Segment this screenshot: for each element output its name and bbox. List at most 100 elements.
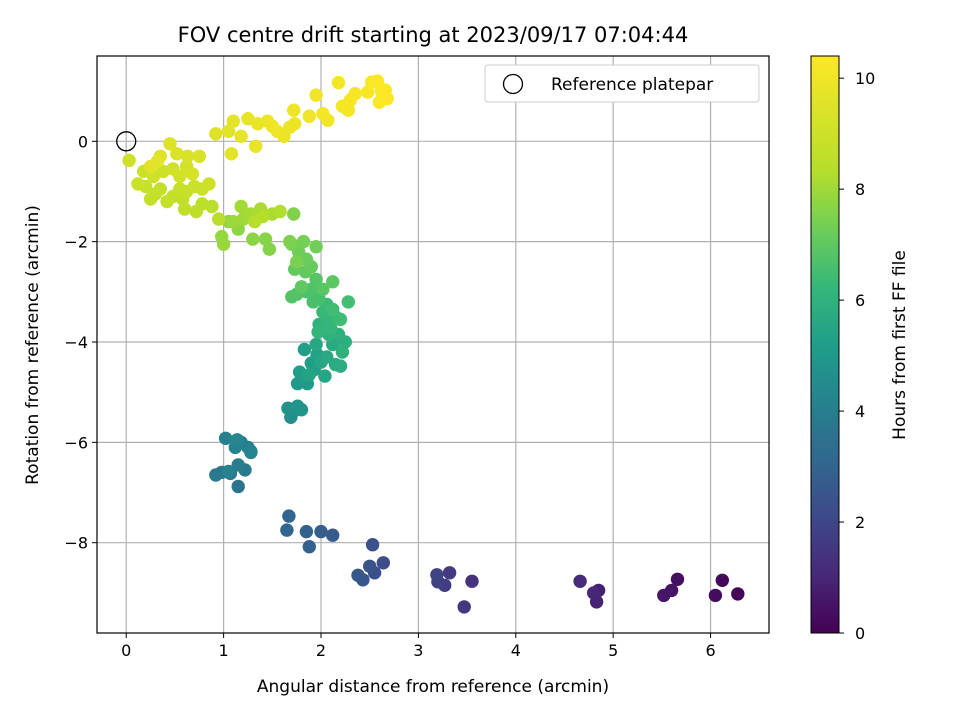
data-point — [283, 234, 297, 249]
colorbar-tick-label: 6 — [855, 291, 865, 310]
x-tick-label: 5 — [608, 641, 618, 660]
colorbar-tick-label: 8 — [855, 180, 865, 199]
y-tick-label: 0 — [78, 132, 88, 151]
data-point — [282, 509, 296, 523]
data-point — [670, 572, 685, 586]
legend-marker-icon — [502, 73, 524, 95]
y-tick-label: −6 — [64, 433, 88, 452]
colorbar: 0 2 4 6 8 10 Hours from first FF file — [810, 55, 910, 643]
data-point — [248, 214, 262, 229]
data-point — [285, 290, 299, 304]
chart-title: FOV centre drift starting at 2023/09/17 … — [178, 23, 689, 47]
data-point — [185, 167, 200, 181]
legend: Reference platepar — [484, 64, 760, 103]
data-point — [249, 139, 263, 153]
reference-marker — [116, 131, 137, 152]
data-point — [309, 337, 323, 352]
data-point — [457, 600, 471, 614]
data-point — [180, 149, 195, 163]
data-point — [430, 568, 444, 582]
data-point — [209, 127, 223, 141]
data-point — [163, 137, 177, 151]
data-point — [297, 342, 312, 357]
data-point — [216, 237, 231, 251]
data-point — [280, 523, 294, 537]
data-point — [309, 240, 323, 254]
data-point — [224, 147, 239, 161]
data-point — [150, 154, 165, 169]
data-point — [309, 88, 323, 102]
data-point — [320, 350, 334, 364]
data-point — [143, 192, 158, 206]
data-point — [294, 280, 309, 294]
y-tick-label: −2 — [64, 233, 88, 252]
colorbar-ticks: 0 2 4 6 8 10 — [839, 69, 875, 643]
data-point — [262, 242, 277, 256]
data-point — [314, 524, 328, 539]
x-axis-ticks: 0 1 2 3 4 5 6 — [121, 633, 716, 660]
data-point — [302, 367, 316, 382]
data-point — [218, 431, 233, 445]
data-point — [192, 149, 206, 163]
x-tick-label: 3 — [413, 641, 423, 660]
data-point — [290, 255, 304, 269]
data-point — [302, 109, 316, 123]
data-point — [234, 199, 248, 214]
data-point — [231, 458, 245, 472]
scatter-points — [122, 74, 745, 614]
data-point — [226, 114, 240, 128]
data-point — [657, 588, 671, 603]
data-point — [731, 587, 745, 601]
data-point — [341, 295, 355, 309]
legend-box — [484, 64, 760, 103]
y-axis-label: Rotation from reference (arcmin) — [23, 205, 43, 485]
data-point — [290, 399, 305, 413]
data-point — [321, 113, 335, 127]
colorbar-tick-label: 2 — [855, 513, 865, 532]
data-point — [324, 321, 338, 335]
colorbar-tick-label: 0 — [855, 624, 865, 643]
data-point — [343, 93, 357, 107]
data-point — [209, 468, 223, 482]
data-point — [273, 204, 287, 219]
data-point — [230, 433, 244, 447]
data-point — [160, 194, 174, 209]
data-point — [376, 556, 390, 570]
data-point — [363, 559, 377, 573]
data-point — [288, 117, 302, 131]
y-axis-ticks: 0 −2 −4 −6 −8 — [64, 132, 97, 553]
data-point — [335, 345, 350, 359]
data-point — [708, 588, 723, 603]
data-point — [365, 538, 380, 552]
legend-label: Reference platepar — [551, 75, 713, 95]
colorbar-tick-label: 4 — [855, 402, 865, 421]
data-point — [287, 103, 301, 117]
data-point — [296, 234, 311, 249]
data-point — [234, 129, 248, 143]
data-point — [333, 359, 348, 373]
data-point — [326, 528, 340, 542]
data-point — [212, 212, 226, 226]
data-point — [311, 325, 325, 339]
data-point — [573, 574, 587, 588]
plot-frame — [96, 55, 770, 634]
data-point — [316, 282, 330, 296]
data-point — [221, 124, 236, 138]
data-point — [318, 369, 332, 383]
data-point — [221, 464, 236, 479]
data-point — [378, 83, 392, 97]
data-point — [170, 147, 184, 161]
x-tick-label: 4 — [511, 641, 521, 660]
plot-area — [97, 56, 769, 633]
data-point — [587, 586, 601, 600]
x-tick-label: 6 — [705, 641, 715, 660]
data-point — [442, 566, 457, 580]
data-point — [287, 207, 301, 221]
data-point — [244, 444, 258, 459]
data-point — [178, 202, 192, 216]
data-point — [258, 232, 273, 246]
data-point — [715, 573, 729, 587]
data-point — [331, 75, 346, 90]
data-point — [341, 103, 355, 117]
data-point — [189, 204, 203, 219]
